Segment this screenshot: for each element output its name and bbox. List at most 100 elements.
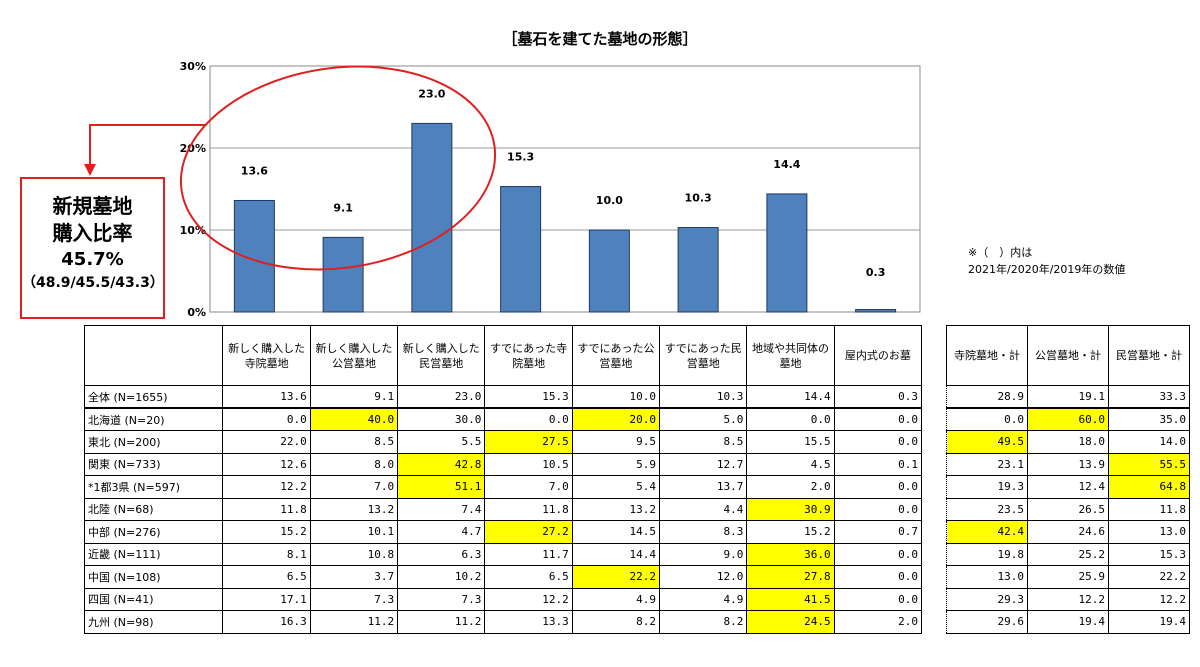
table-cell: 13.2 (571, 497, 661, 521)
column-header: 新しく購入した民営墓地 (397, 325, 486, 386)
table-cell: 10.2 (397, 565, 486, 589)
table-cell: 10.3 (659, 385, 748, 409)
table-cell: 16.3 (222, 610, 311, 634)
table-cell: 11.8 (484, 497, 573, 521)
callout-arrow-line (89, 124, 205, 170)
footnote-line1: ※（ ）内は (968, 246, 1033, 259)
total-row: 42.4 24.6 13.0 (946, 520, 1190, 544)
table-cell: 23.0 (397, 385, 486, 409)
table-cell: 27.5 (484, 430, 573, 454)
total-cell: 19.8 (946, 542, 1028, 566)
row-label: 関東 (N=733) (83, 452, 224, 476)
table-cell: 14.4 (746, 385, 835, 409)
total-cell: 23.1 (946, 452, 1028, 476)
bar (855, 309, 897, 313)
total-cell: 13.0 (946, 565, 1028, 589)
bar (500, 186, 542, 313)
row-label: 四国 (N=41) (83, 587, 224, 611)
total-cell: 24.6 (1027, 520, 1109, 544)
table-cell: 0.0 (484, 407, 573, 431)
table-cell: 8.2 (571, 610, 661, 634)
table-cell: 12.6 (222, 452, 311, 476)
table-cell: 8.1 (222, 542, 311, 566)
column-header: 新しく購入した寺院墓地 (222, 325, 311, 386)
column-header: 新しく購入した公営墓地 (309, 325, 399, 386)
bar (411, 122, 453, 313)
cemetery-type-totals-table: 寺院墓地・計 公営墓地・計 民営墓地・計 28.9 19.1 33.3 0.0 60.0 35… (946, 325, 1190, 634)
bar-value-label: 15.3 (507, 151, 534, 164)
total-row: 13.0 25.9 22.2 (946, 565, 1190, 589)
column-header: すでにあった公営墓地 (571, 325, 661, 386)
table-cell: 11.7 (484, 542, 573, 566)
total-cell: 28.9 (946, 385, 1028, 409)
total-column-header: 公営墓地・計 (1027, 325, 1109, 386)
table-row: 北海道 (N=20) 0.0 40.0 30.0 0.0 20.0 5.0 0.0 0.0 (83, 407, 923, 431)
table-cell: 0.0 (833, 407, 923, 431)
total-cell: 19.4 (1108, 610, 1190, 634)
total-cell: 13.9 (1027, 452, 1109, 476)
table-cell: 8.0 (309, 452, 399, 476)
callout-arrowhead (84, 164, 96, 176)
table-cell: 51.1 (397, 475, 486, 499)
total-row: 29.3 12.2 12.2 (946, 587, 1190, 611)
table-cell: 2.0 (833, 610, 923, 634)
table-cell: 41.5 (746, 587, 835, 611)
table-cell: 5.4 (571, 475, 661, 499)
callout-percentage: 45.7% (61, 249, 124, 270)
y-tick-label: 20% (180, 142, 206, 155)
total-row: 23.1 13.9 55.5 (946, 452, 1190, 476)
chart-title: ［墓石を建てた墓地の形態］ (502, 30, 698, 48)
table-cell: 7.3 (309, 587, 399, 611)
y-tick-label: 0% (187, 306, 206, 319)
bar-value-label: 23.0 (418, 87, 445, 100)
table-cell: 30.0 (397, 407, 486, 431)
table-cell: 12.7 (659, 452, 748, 476)
total-column-header: 寺院墓地・計 (946, 325, 1028, 386)
callout-line1: 新規墓地 (52, 194, 133, 218)
table-cell: 7.4 (397, 497, 486, 521)
table-cell: 7.0 (484, 475, 573, 499)
table-cell: 11.2 (309, 610, 399, 634)
table-cell: 10.0 (571, 385, 661, 409)
bar-value-label: 13.6 (241, 164, 268, 177)
y-tick-label: 30% (180, 60, 206, 73)
table-cell: 36.0 (746, 542, 835, 566)
table-cell: 12.2 (484, 587, 573, 611)
table-cell: 4.9 (571, 587, 661, 611)
total-cell: 18.0 (1027, 430, 1109, 454)
table-cell: 8.5 (309, 430, 399, 454)
table-cell: 11.8 (222, 497, 311, 521)
highlight-ellipse (179, 65, 497, 271)
table-cell: 5.5 (397, 430, 486, 454)
table-cell: 27.2 (484, 520, 573, 544)
total-cell: 42.4 (946, 520, 1028, 544)
row-label: 東北 (N=200) (83, 430, 224, 454)
total-cell: 29.3 (946, 587, 1028, 611)
column-header: 屋内式のお墓 (833, 325, 923, 386)
bar-value-label: 0.3 (866, 266, 886, 279)
total-row: 29.6 19.4 19.4 (946, 610, 1190, 634)
table-cell: 15.2 (746, 520, 835, 544)
table-cell: 8.5 (659, 430, 748, 454)
table-cell: 9.0 (659, 542, 748, 566)
bar-value-label: 9.1 (333, 201, 353, 214)
table-cell: 14.4 (571, 542, 661, 566)
total-cell: 55.5 (1108, 452, 1190, 476)
row-label: *1都3県 (N=597) (83, 475, 224, 499)
regional-breakdown-table: 新しく購入した寺院墓地 新しく購入した公営墓地 新しく購入した民営墓地 すでにあった寺… (83, 325, 923, 634)
table-cell: 6.5 (222, 565, 311, 589)
total-cell: 12.2 (1027, 587, 1109, 611)
table-cell: 8.2 (659, 610, 748, 634)
table-cell: 9.1 (309, 385, 399, 409)
table-cell: 6.5 (484, 565, 573, 589)
column-header: すでにあった民営墓地 (659, 325, 748, 386)
table-cell: 12.0 (659, 565, 748, 589)
bar (322, 236, 364, 313)
row-label: 近畿 (N=111) (83, 542, 224, 566)
table-row: 近畿 (N=111) 8.1 10.8 6.3 11.7 14.4 9.0 36.0 0.0 (83, 542, 923, 566)
total-cell: 29.6 (946, 610, 1028, 634)
new-plot-ratio-callout: 新規墓地 購入比率 45.7% （48.9/45.5/43.3） (20, 177, 165, 319)
row-label: 中国 (N=108) (83, 565, 224, 589)
table-cell: 0.0 (833, 587, 923, 611)
total-row: 19.3 12.4 64.8 (946, 475, 1190, 499)
